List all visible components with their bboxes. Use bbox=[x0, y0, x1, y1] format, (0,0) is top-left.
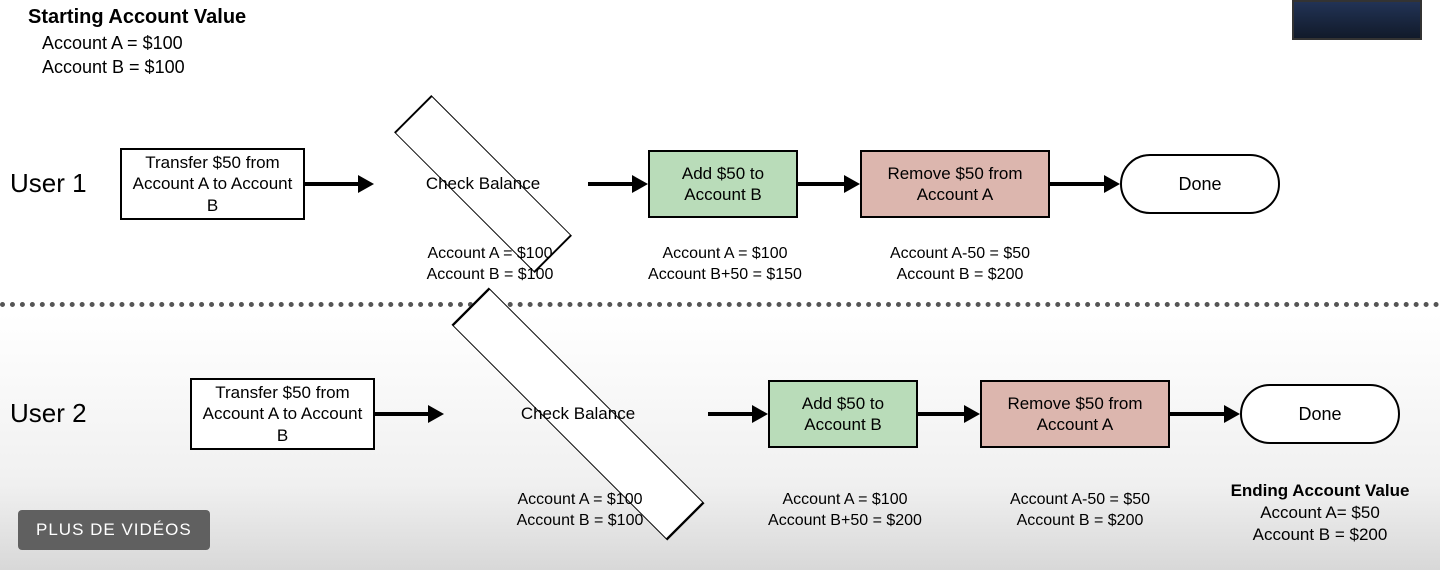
row2-done-node: Done bbox=[1240, 384, 1400, 444]
row2-add-caption: Account A = $100 Account B+50 = $200 bbox=[745, 490, 945, 532]
row1-transfer-node: Transfer $50 from Account A to Account B bbox=[120, 148, 305, 220]
row2-add-text: Add $50 to Account B bbox=[774, 393, 912, 436]
section-divider bbox=[0, 302, 1440, 307]
row2-transfer-node: Transfer $50 from Account A to Account B bbox=[190, 378, 375, 450]
row2-check-cap-a: Account A = $100 bbox=[490, 490, 670, 511]
row2-arrow3-line bbox=[918, 412, 966, 416]
starting-line2: Account B = $100 bbox=[28, 55, 246, 79]
row2-rem-cap-b: Account B = $200 bbox=[980, 511, 1180, 532]
video-thumbnail[interactable] bbox=[1292, 0, 1422, 40]
row1-transfer-text: Transfer $50 from Account A to Account B bbox=[126, 152, 299, 216]
row1-remove-node: Remove $50 from Account A bbox=[860, 150, 1050, 218]
row1-check-text: Check Balance bbox=[426, 174, 540, 194]
row2-check-cap-b: Account B = $100 bbox=[490, 511, 670, 532]
row2-check-text: Check Balance bbox=[521, 404, 635, 424]
row1-add-cap-a: Account A = $100 bbox=[625, 244, 825, 265]
row1-arrow1-line bbox=[305, 182, 360, 186]
user2-label: User 2 bbox=[10, 398, 87, 429]
starting-title: Starting Account Value bbox=[28, 4, 246, 31]
more-videos-button[interactable]: PLUS DE VIDÉOS bbox=[18, 510, 210, 550]
row1-arrow4-line bbox=[1050, 182, 1106, 186]
row1-done-text: Done bbox=[1178, 173, 1221, 196]
row2-arrow4-head bbox=[1224, 405, 1240, 423]
row2-add-cap-a: Account A = $100 bbox=[745, 490, 945, 511]
row1-add-node: Add $50 to Account B bbox=[648, 150, 798, 218]
row2-rem-cap-a: Account A-50 = $50 bbox=[980, 490, 1180, 511]
row1-add-cap-b: Account B+50 = $150 bbox=[625, 265, 825, 286]
row2-arrow2-line bbox=[708, 412, 754, 416]
more-videos-label: PLUS DE VIDÉOS bbox=[36, 520, 192, 539]
row1-add-text: Add $50 to Account B bbox=[654, 163, 792, 206]
row1-arrow1-head bbox=[358, 175, 374, 193]
row1-check-caption: Account A = $100 Account B = $100 bbox=[400, 244, 580, 286]
row2-transfer-text: Transfer $50 from Account A to Account B bbox=[196, 382, 369, 446]
row2-arrow1-head bbox=[428, 405, 444, 423]
row2-check-caption: Account A = $100 Account B = $100 bbox=[490, 490, 670, 532]
ending-line2: Account B = $200 bbox=[1210, 524, 1430, 546]
row1-rem-cap-a: Account A-50 = $50 bbox=[860, 244, 1060, 265]
row2-check-balance-node: Check Balance bbox=[448, 360, 708, 468]
row1-done-node: Done bbox=[1120, 154, 1280, 214]
row1-arrow2-line bbox=[588, 182, 634, 186]
row2-add-node: Add $50 to Account B bbox=[768, 380, 918, 448]
row2-remove-node: Remove $50 from Account A bbox=[980, 380, 1170, 448]
row2-done-text: Done bbox=[1298, 403, 1341, 426]
row1-arrow3-line bbox=[798, 182, 846, 186]
row2-remove-text: Remove $50 from Account A bbox=[986, 393, 1164, 436]
row2-rem-caption: Account A-50 = $50 Account B = $200 bbox=[980, 490, 1180, 532]
row1-arrow2-head bbox=[632, 175, 648, 193]
starting-line1: Account A = $100 bbox=[28, 31, 246, 55]
starting-account-value: Starting Account Value Account A = $100 … bbox=[28, 4, 246, 80]
ending-line1: Account A= $50 bbox=[1210, 502, 1430, 524]
row1-remove-text: Remove $50 from Account A bbox=[866, 163, 1044, 206]
row2-arrow3-head bbox=[964, 405, 980, 423]
row2-arrow4-line bbox=[1170, 412, 1226, 416]
row1-check-cap-b: Account B = $100 bbox=[400, 265, 580, 286]
row1-rem-cap-b: Account B = $200 bbox=[860, 265, 1060, 286]
row1-rem-caption: Account A-50 = $50 Account B = $200 bbox=[860, 244, 1060, 286]
row1-check-balance-node: Check Balance bbox=[378, 130, 588, 238]
row2-arrow1-line bbox=[375, 412, 430, 416]
row1-check-cap-a: Account A = $100 bbox=[400, 244, 580, 265]
row2-add-cap-b: Account B+50 = $200 bbox=[745, 511, 945, 532]
row1-arrow3-head bbox=[844, 175, 860, 193]
row1-arrow4-head bbox=[1104, 175, 1120, 193]
ending-title: Ending Account Value bbox=[1210, 480, 1430, 502]
row2-arrow2-head bbox=[752, 405, 768, 423]
ending-account-value: Ending Account Value Account A= $50 Acco… bbox=[1210, 480, 1430, 546]
row1-add-caption: Account A = $100 Account B+50 = $150 bbox=[625, 244, 825, 286]
user1-label: User 1 bbox=[10, 168, 87, 199]
